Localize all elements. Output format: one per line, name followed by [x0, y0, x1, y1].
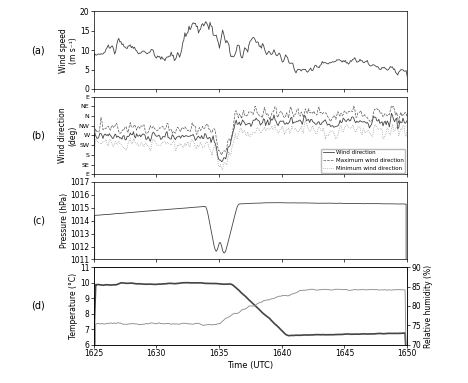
Y-axis label: Wind direction
(deg): Wind direction (deg)	[58, 108, 77, 163]
Minimum wind direction	[357, 125, 363, 129]
Line: Maximum wind direction: Maximum wind direction	[94, 106, 407, 161]
Legend: Wind direction, Maximum wind direction, Minimum wind direction: Wind direction, Maximum wind direction, …	[321, 149, 405, 173]
Text: (a): (a)	[31, 45, 45, 55]
Wind direction	[284, 120, 289, 125]
Line: Minimum wind direction: Minimum wind direction	[94, 121, 407, 170]
Minimum wind direction	[303, 118, 308, 123]
Wind direction	[91, 152, 96, 157]
Maximum wind direction	[388, 103, 394, 108]
Y-axis label: Relative humidity (%): Relative humidity (%)	[424, 264, 433, 347]
Minimum wind direction	[92, 147, 97, 151]
Text: (b): (b)	[31, 131, 45, 141]
Minimum wind direction	[278, 127, 284, 131]
Wind direction	[376, 117, 381, 121]
X-axis label: Time (UTC): Time (UTC)	[227, 361, 273, 370]
Line: Wind direction: Wind direction	[94, 113, 407, 162]
Minimum wind direction	[278, 127, 283, 131]
Maximum wind direction	[375, 108, 380, 112]
Maximum wind direction	[92, 135, 97, 140]
Wind direction	[404, 118, 410, 123]
Y-axis label: Temperature (°C): Temperature (°C)	[69, 273, 79, 339]
Wind direction	[278, 119, 284, 124]
Wind direction	[278, 119, 283, 123]
Y-axis label: Pressure (hPa): Pressure (hPa)	[60, 193, 69, 248]
Y-axis label: Wind speed
(m s⁻¹): Wind speed (m s⁻¹)	[59, 28, 79, 73]
Maximum wind direction	[404, 115, 410, 120]
Maximum wind direction	[277, 111, 282, 115]
Wind direction	[356, 120, 362, 124]
Maximum wind direction	[278, 110, 283, 114]
Wind direction	[388, 111, 394, 116]
Wind direction	[92, 132, 97, 136]
Minimum wind direction	[377, 127, 383, 131]
Minimum wind direction	[404, 128, 410, 132]
Minimum wind direction	[220, 167, 226, 172]
Maximum wind direction	[283, 114, 288, 119]
Minimum wind direction	[91, 165, 96, 170]
Text: (c): (c)	[32, 216, 45, 226]
Maximum wind direction	[355, 111, 361, 115]
Wind direction	[219, 159, 224, 164]
Maximum wind direction	[91, 159, 96, 163]
Minimum wind direction	[284, 127, 289, 131]
Text: (d): (d)	[31, 301, 45, 311]
